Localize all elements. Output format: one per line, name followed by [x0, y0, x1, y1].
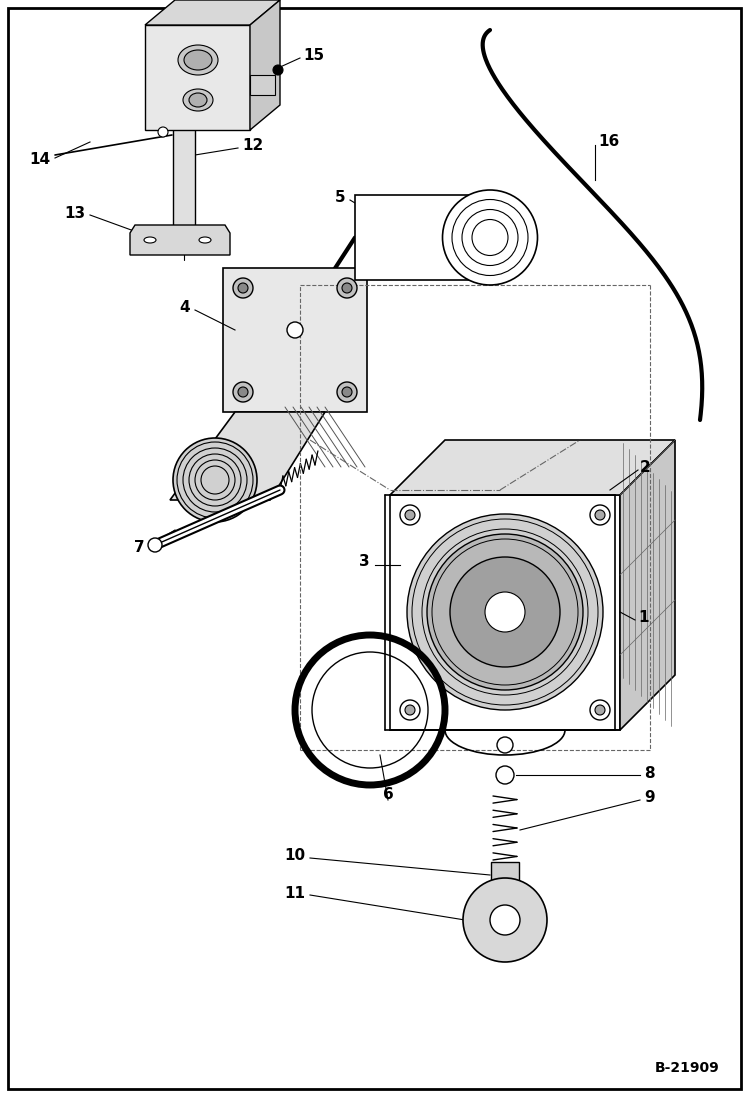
Circle shape	[407, 514, 603, 710]
Ellipse shape	[184, 50, 212, 70]
Circle shape	[238, 387, 248, 397]
Polygon shape	[130, 225, 230, 255]
Polygon shape	[250, 0, 280, 131]
Circle shape	[238, 283, 248, 293]
Circle shape	[595, 705, 605, 715]
Circle shape	[490, 905, 520, 935]
Text: 8: 8	[644, 766, 655, 780]
Circle shape	[342, 283, 352, 293]
Text: 11: 11	[284, 885, 305, 901]
Circle shape	[233, 278, 253, 298]
Circle shape	[405, 705, 415, 715]
Text: 3: 3	[360, 554, 370, 569]
Circle shape	[342, 387, 352, 397]
Circle shape	[405, 510, 415, 520]
Polygon shape	[355, 195, 490, 280]
Circle shape	[443, 190, 538, 285]
Text: 7: 7	[134, 541, 145, 555]
Circle shape	[590, 700, 610, 720]
Circle shape	[496, 766, 514, 784]
Circle shape	[450, 557, 560, 667]
Polygon shape	[390, 495, 620, 730]
Circle shape	[158, 127, 168, 137]
Ellipse shape	[178, 45, 218, 75]
Polygon shape	[223, 268, 367, 412]
Ellipse shape	[189, 93, 207, 108]
Circle shape	[485, 592, 525, 632]
Polygon shape	[170, 412, 325, 500]
Circle shape	[337, 278, 357, 298]
Ellipse shape	[183, 89, 213, 111]
Ellipse shape	[199, 237, 211, 244]
Polygon shape	[173, 78, 195, 230]
Polygon shape	[250, 75, 275, 95]
Circle shape	[400, 700, 420, 720]
Text: 14: 14	[29, 152, 50, 168]
Circle shape	[463, 878, 547, 962]
Circle shape	[590, 505, 610, 525]
Text: 12: 12	[242, 138, 263, 154]
Polygon shape	[145, 0, 280, 25]
Circle shape	[233, 382, 253, 402]
Text: 9: 9	[644, 791, 655, 805]
Circle shape	[148, 538, 162, 552]
Polygon shape	[390, 440, 675, 495]
Text: 15: 15	[303, 48, 324, 64]
Circle shape	[595, 510, 605, 520]
Polygon shape	[620, 440, 675, 730]
Text: 1: 1	[638, 611, 649, 625]
Circle shape	[427, 534, 583, 690]
Text: 16: 16	[598, 135, 619, 149]
Circle shape	[273, 65, 283, 75]
Circle shape	[400, 505, 420, 525]
Text: 5: 5	[334, 191, 345, 205]
Text: 4: 4	[179, 301, 190, 316]
Text: 13: 13	[64, 205, 85, 220]
Text: 2: 2	[640, 461, 651, 475]
Circle shape	[287, 323, 303, 338]
Circle shape	[337, 382, 357, 402]
Polygon shape	[491, 862, 519, 890]
Text: 6: 6	[383, 787, 393, 802]
Circle shape	[497, 737, 513, 753]
Circle shape	[173, 438, 257, 522]
Polygon shape	[145, 25, 250, 131]
Text: B-21909: B-21909	[655, 1061, 720, 1075]
Ellipse shape	[144, 237, 156, 244]
Text: 10: 10	[284, 848, 305, 863]
